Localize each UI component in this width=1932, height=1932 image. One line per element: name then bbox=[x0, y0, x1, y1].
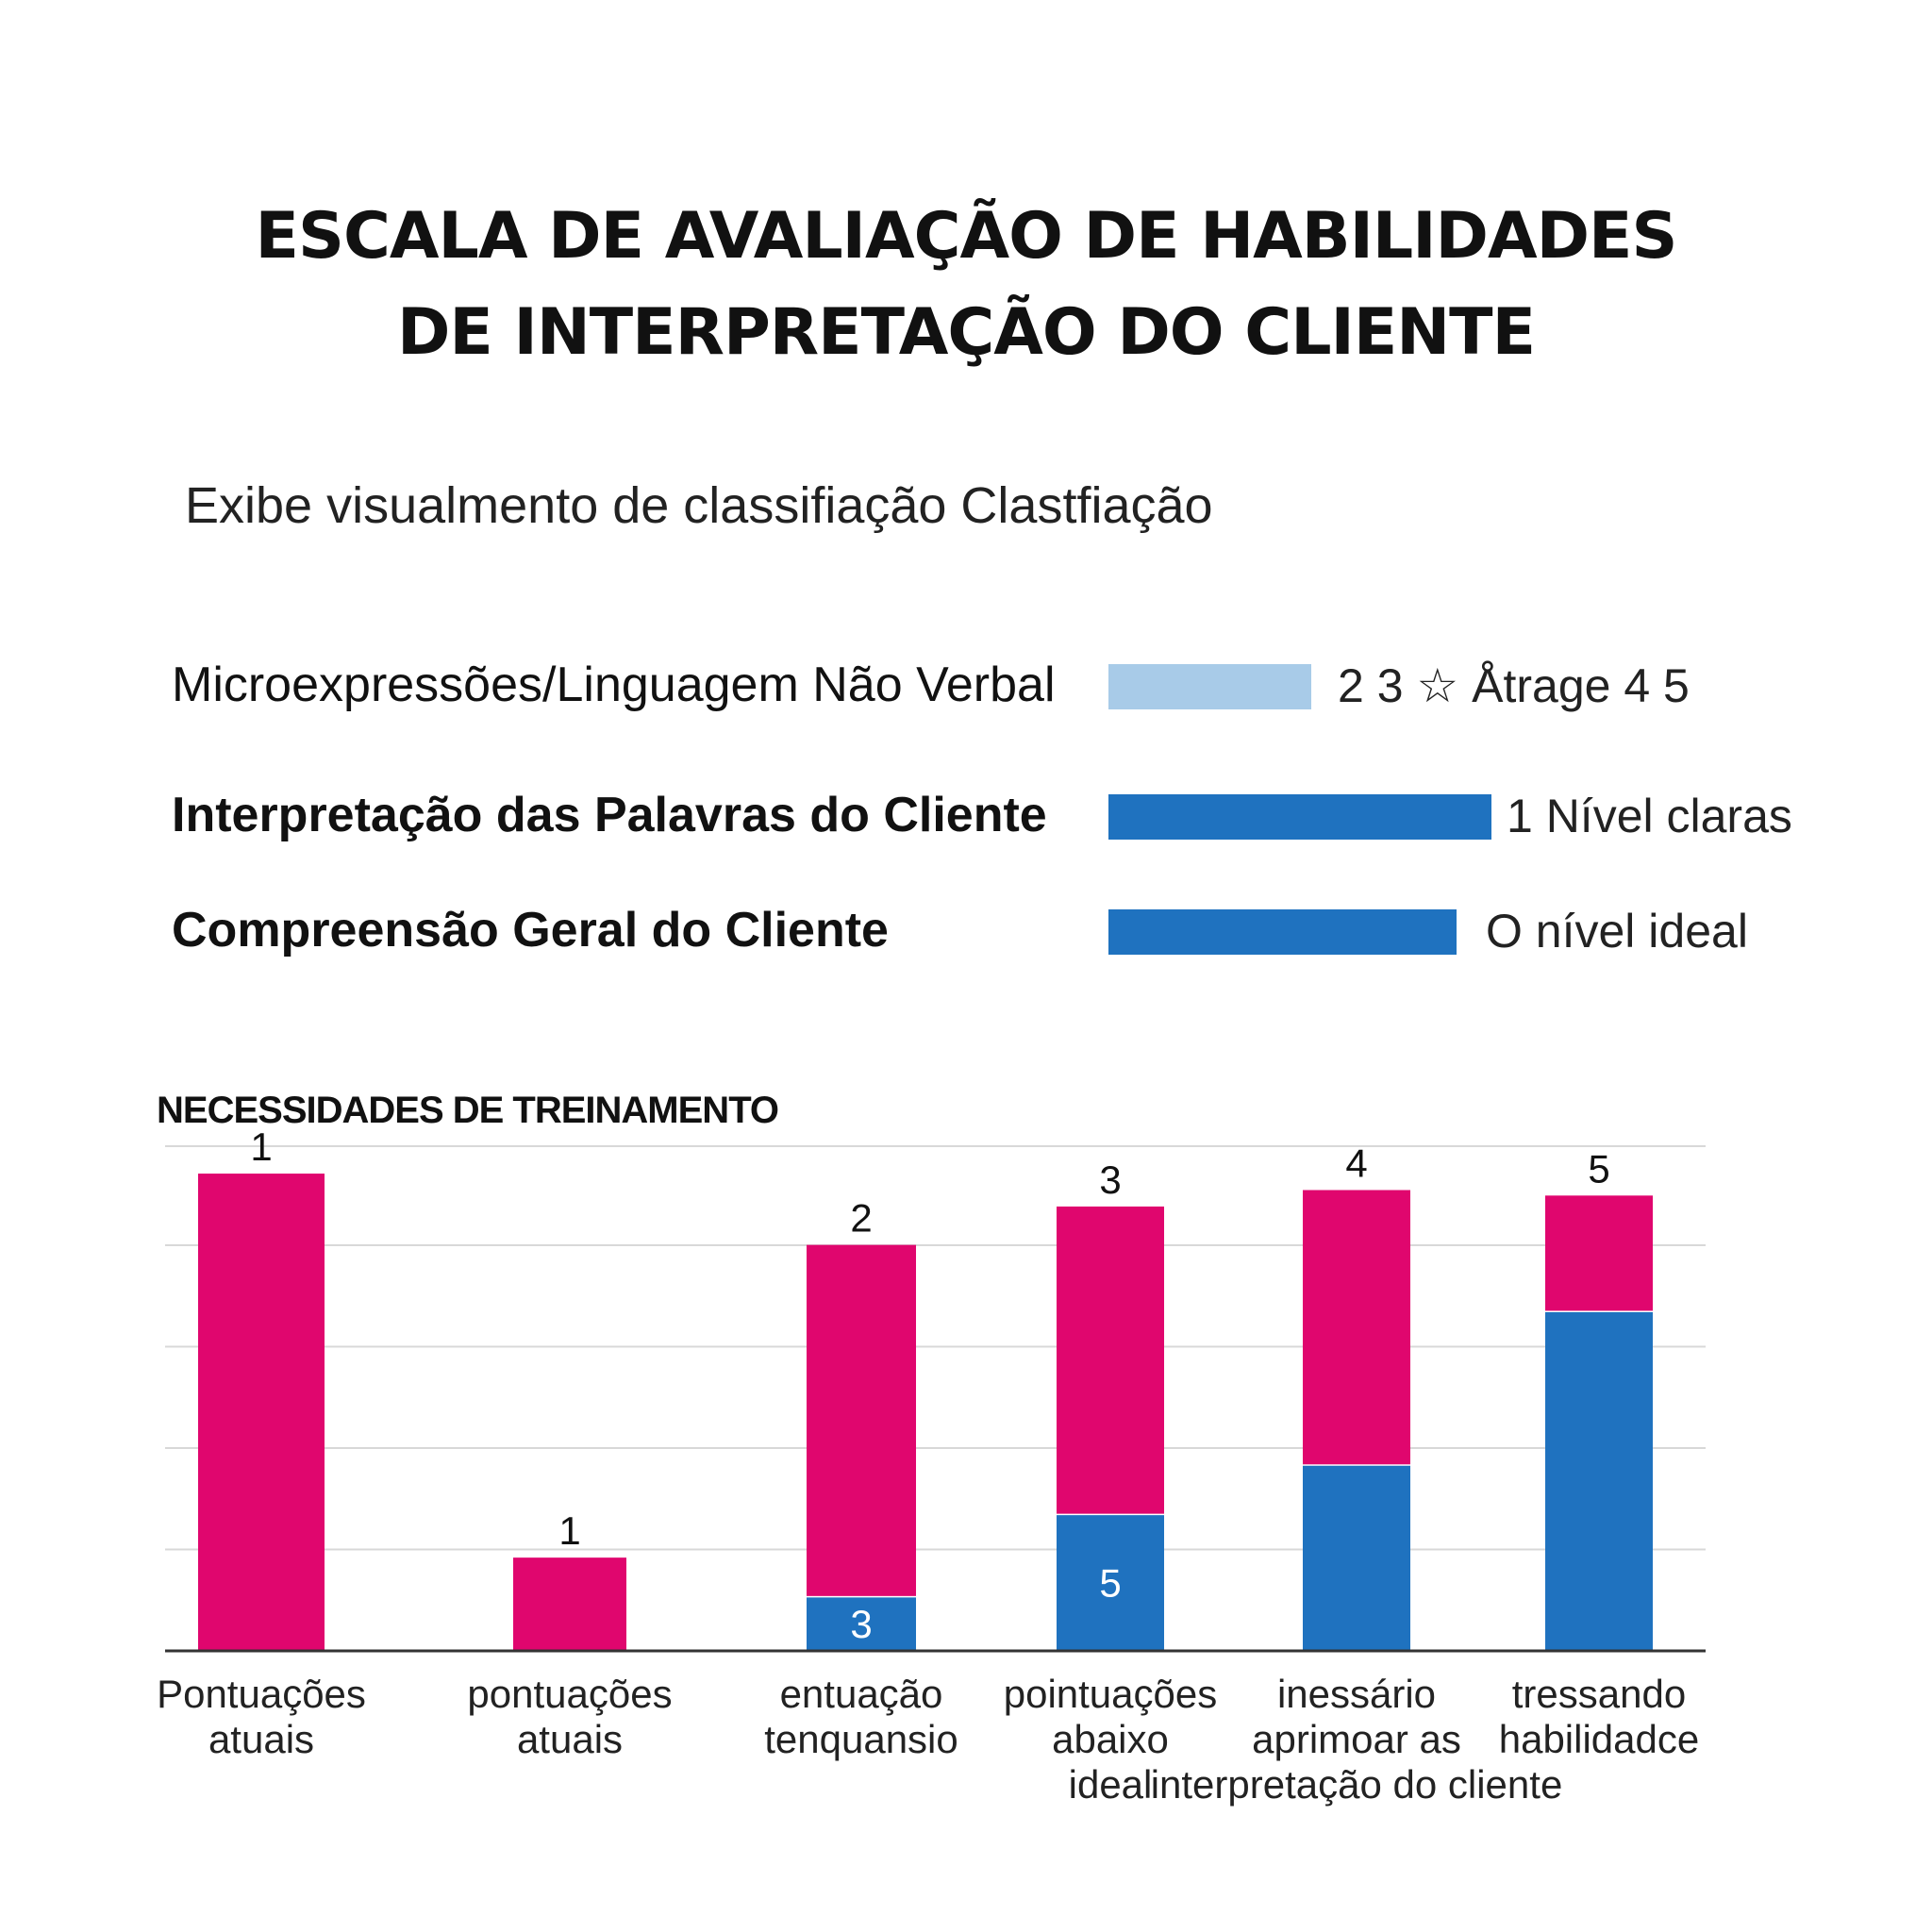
category-label: aprimoar as bbox=[1252, 1717, 1461, 1761]
rating-label: Compreensão Geral do Cliente bbox=[172, 903, 889, 958]
category-label: entuação bbox=[780, 1672, 943, 1716]
bar-segment bbox=[1303, 1464, 1410, 1651]
rating-value: 2 3 ☆ Åtrage 4 5 bbox=[1338, 659, 1690, 712]
training-section-title: NECESSIDADES DE TREINAMENTO bbox=[157, 1090, 779, 1131]
category-label: interpretação do cliente bbox=[1151, 1762, 1563, 1807]
category-label: atuais bbox=[517, 1717, 623, 1761]
page-title: ESCALA DE AVALIAÇÃO DE HABILIDADES DE IN… bbox=[0, 189, 1932, 381]
bar-top-label: 5 bbox=[1588, 1146, 1609, 1191]
bar-segment bbox=[807, 1244, 916, 1596]
rating-label: Microexpressões/Linguagem Não Verbal bbox=[172, 658, 1056, 712]
subtitle: Exibe visualmento de classifiação Clastf… bbox=[185, 477, 1213, 534]
bar-top-label: 4 bbox=[1345, 1141, 1367, 1186]
category-label: pontuações bbox=[467, 1672, 672, 1716]
bar-inner-label: 5 bbox=[1099, 1560, 1121, 1605]
category-label: pointuações bbox=[1004, 1672, 1218, 1716]
category-label: abaixo bbox=[1052, 1717, 1169, 1761]
bar-segment bbox=[1545, 1310, 1653, 1651]
category-label: habilidadce bbox=[1499, 1717, 1700, 1761]
category-label: Pontuações bbox=[157, 1672, 366, 1716]
rating-bar bbox=[1108, 909, 1457, 955]
bar-segment bbox=[807, 1595, 916, 1651]
bar-inner-label: 3 bbox=[850, 1602, 872, 1646]
rating-row-interpretation: Interpretação das Palavras do Cliente 1 … bbox=[0, 783, 1932, 849]
category-label: tressando bbox=[1512, 1672, 1686, 1716]
title-line-1: ESCALA DE AVALIAÇÃO DE HABILIDADES bbox=[255, 199, 1678, 274]
rating-label: Interpretação das Palavras do Cliente bbox=[172, 788, 1047, 842]
category-label: ideal bbox=[1069, 1762, 1153, 1807]
rating-value: O nível ideal bbox=[1486, 905, 1748, 958]
bar-segment bbox=[1303, 1190, 1410, 1465]
bar-top-label: 2 bbox=[850, 1196, 872, 1241]
category-label: tenquansio bbox=[764, 1717, 958, 1761]
category-label: atuais bbox=[208, 1717, 314, 1761]
rating-row-microexpressions: Microexpressões/Linguagem Não Verbal 2 3… bbox=[0, 653, 1932, 719]
bar-top-label: 1 bbox=[558, 1508, 580, 1553]
bar-top-label: 3 bbox=[1099, 1158, 1121, 1202]
bar-top-label: 1 bbox=[250, 1124, 272, 1169]
bar-segment bbox=[1057, 1206, 1164, 1514]
rating-bar bbox=[1108, 664, 1311, 709]
bar-segment bbox=[513, 1557, 626, 1651]
rating-value: 1 Nível claras bbox=[1507, 790, 1792, 842]
category-label: inessário bbox=[1277, 1672, 1436, 1716]
title-line-2: DE INTERPRETAÇÃO DO CLIENTE bbox=[396, 295, 1536, 370]
rating-bar bbox=[1108, 794, 1491, 840]
bar-segment bbox=[1545, 1195, 1653, 1311]
rating-row-comprehension: Compreensão Geral do Cliente O nível ide… bbox=[0, 898, 1932, 964]
bar-segment bbox=[198, 1174, 325, 1651]
bar-segment bbox=[1057, 1513, 1164, 1651]
